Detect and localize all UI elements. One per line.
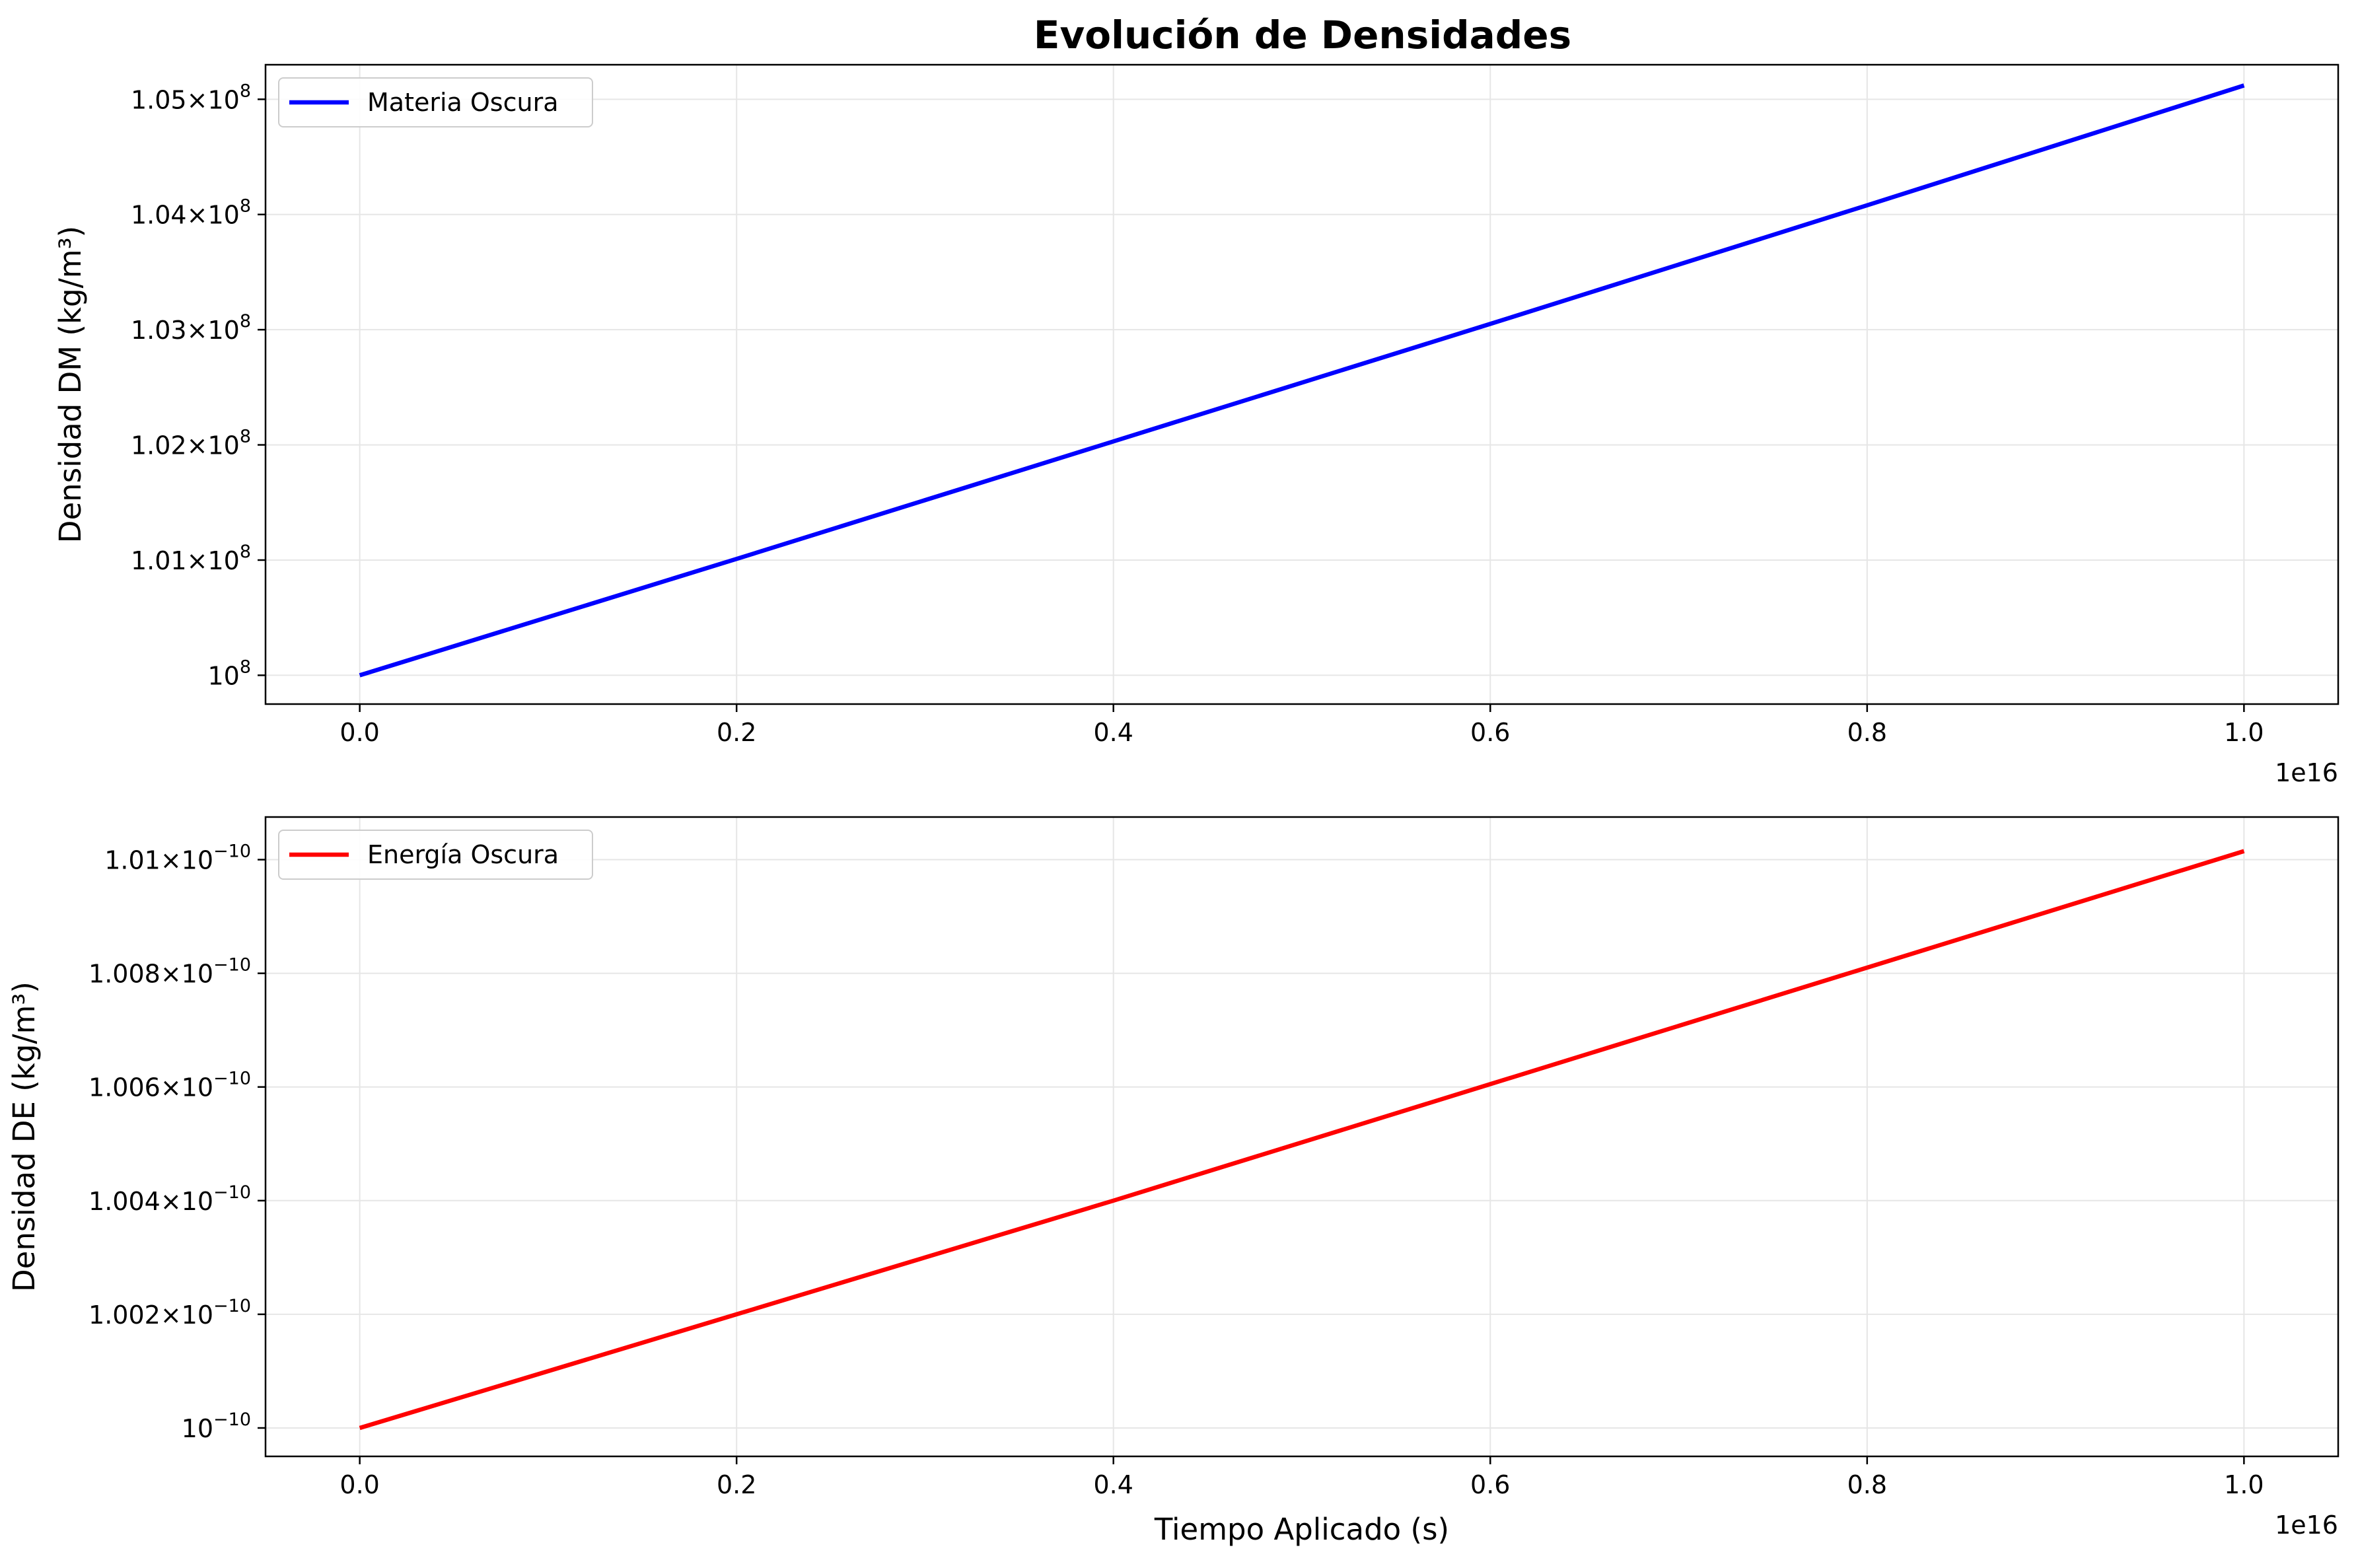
y-tick-label-5: 1.05×108 bbox=[131, 81, 251, 114]
x-tick-label-1: 0.2 bbox=[717, 718, 756, 747]
y-tick-label-0: 10−10 bbox=[182, 1409, 251, 1443]
y-tick-label-4: 1.008×10−10 bbox=[89, 955, 251, 989]
x-tick-label-3: 0.6 bbox=[1470, 718, 1510, 747]
chart-panel-dark-energy: 0.0 0.2 0.4 0.6 0.8 1.0 1e16 10−10 1.002×10−10 1.… bbox=[7, 816, 2340, 1547]
x-tick-label-2: 0.4 bbox=[1094, 1470, 1133, 1499]
x-tick-label-4: 0.8 bbox=[1847, 718, 1887, 747]
x-tick-label-5: 1.0 bbox=[2224, 718, 2264, 747]
legend-label-dark-energy: Energía Oscura bbox=[367, 840, 559, 869]
x-axis-label: Tiempo Aplicado (s) bbox=[1154, 1512, 1449, 1547]
y-tick-label-2: 1.02×108 bbox=[131, 427, 251, 460]
x-offset-label: 1e16 bbox=[2275, 1511, 2338, 1540]
axes-frame bbox=[264, 63, 2340, 705]
plot-area bbox=[266, 817, 2338, 1456]
y-tick-label-0: 108 bbox=[207, 657, 251, 690]
y-tick-label-5: 1.01×10−10 bbox=[104, 841, 251, 875]
x-tick-label-0: 0.0 bbox=[339, 718, 379, 747]
x-tick-label-5: 1.0 bbox=[2224, 1470, 2264, 1499]
y-tick-label-2: 1.004×10−10 bbox=[89, 1182, 251, 1216]
y-tick-label-1: 1.002×10−10 bbox=[89, 1296, 251, 1330]
x-tick-label-4: 0.8 bbox=[1847, 1470, 1887, 1499]
x-tick-label-3: 0.6 bbox=[1470, 1470, 1510, 1499]
y-axis-label: Densidad DM (kg/m³) bbox=[53, 226, 88, 543]
x-tick-label-2: 0.4 bbox=[1094, 718, 1133, 747]
axes-frame bbox=[264, 816, 2340, 1458]
x-tick-label-0: 0.0 bbox=[339, 1470, 379, 1499]
legend-label-dark-matter: Materia Oscura bbox=[367, 88, 559, 117]
y-axis-label: Densidad DE (kg/m³) bbox=[7, 981, 42, 1292]
y-tick-label-3: 1.03×108 bbox=[131, 311, 251, 345]
series-line-dark-matter bbox=[359, 83, 2245, 678]
y-tick-label-3: 1.006×10−10 bbox=[89, 1069, 251, 1102]
x-tick-label-1: 0.2 bbox=[717, 1470, 756, 1499]
y-tick-label-4: 1.04×108 bbox=[131, 196, 251, 230]
legend-box bbox=[278, 77, 593, 127]
figure-title: Evolución de Densidades bbox=[1034, 13, 1571, 57]
legend-box bbox=[278, 830, 593, 880]
y-tick-label-1: 1.01×108 bbox=[131, 542, 251, 575]
x-offset-label: 1e16 bbox=[2275, 758, 2338, 787]
series-line-dark-energy bbox=[359, 849, 2245, 1431]
chart-panel-dark-matter: 0.0 0.2 0.4 0.6 0.8 1.0 1e16 108 1.01×108 1.02×10… bbox=[53, 63, 2340, 787]
